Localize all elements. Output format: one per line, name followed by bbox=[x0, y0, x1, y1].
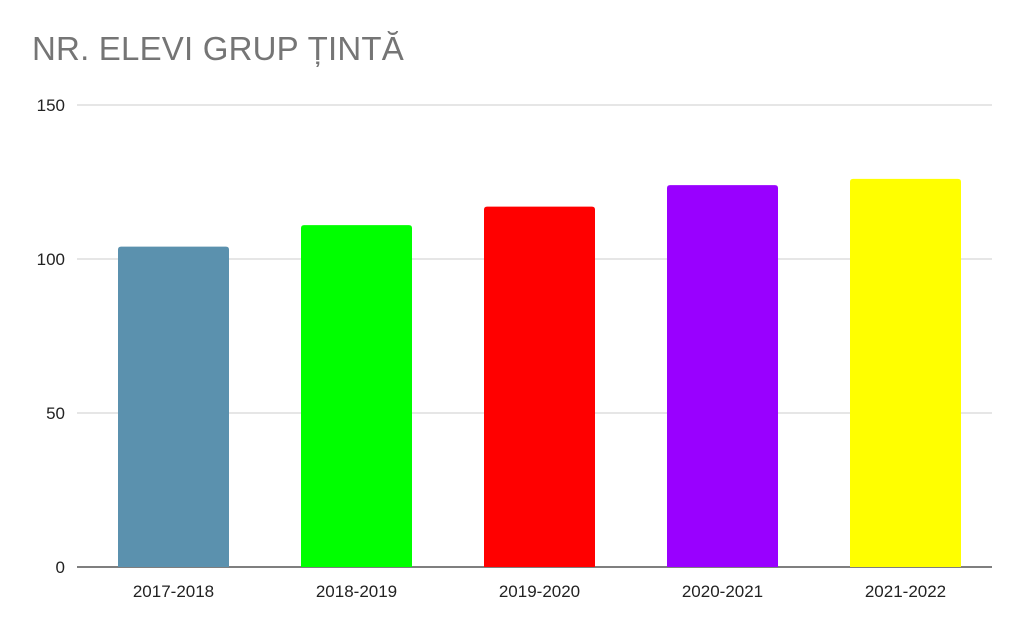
bar-2017-2018 bbox=[118, 246, 229, 567]
y-axis-ticks: 0 50 100 150 bbox=[37, 96, 65, 577]
x-tick-label: 2020-2021 bbox=[682, 582, 763, 601]
y-tick-label: 150 bbox=[37, 96, 65, 115]
bar-2020-2021 bbox=[667, 185, 778, 567]
x-tick-label: 2017-2018 bbox=[133, 582, 214, 601]
x-tick-label: 2018-2019 bbox=[316, 582, 397, 601]
y-tick-label: 100 bbox=[37, 250, 65, 269]
bar-2019-2020 bbox=[484, 206, 595, 567]
x-tick-label: 2019-2020 bbox=[499, 582, 580, 601]
x-axis-ticks: 2017-2018 2018-2019 2019-2020 2020-2021 2021… bbox=[133, 582, 946, 601]
y-tick-label: 0 bbox=[56, 558, 65, 577]
x-tick-label: 2021-2022 bbox=[865, 582, 946, 601]
bar-2021-2022 bbox=[850, 178, 961, 568]
y-tick-label: 50 bbox=[46, 404, 65, 423]
chart-title: NR. ELEVI GRUP ȚINTĂ bbox=[32, 30, 404, 67]
bar-2018-2019 bbox=[301, 225, 412, 567]
bars bbox=[118, 178, 961, 568]
